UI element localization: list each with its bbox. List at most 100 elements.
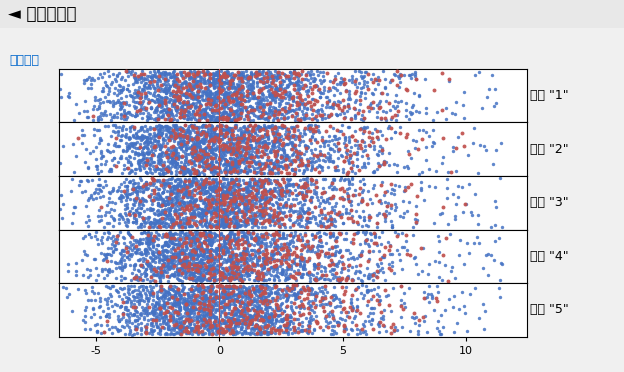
Point xyxy=(170,124,180,130)
Point xyxy=(265,196,275,202)
Point xyxy=(193,260,203,266)
Point xyxy=(347,303,357,309)
Point xyxy=(210,169,220,175)
Point xyxy=(136,124,146,130)
Point xyxy=(92,127,102,133)
Point xyxy=(307,246,317,252)
Point xyxy=(173,189,183,195)
Point xyxy=(224,289,234,295)
Point xyxy=(215,155,225,161)
Point xyxy=(232,198,241,204)
Point xyxy=(309,101,319,107)
Point xyxy=(189,233,199,239)
Point xyxy=(256,139,266,145)
Point xyxy=(180,106,190,112)
Point xyxy=(132,133,142,139)
Point xyxy=(359,115,369,121)
Point xyxy=(135,76,145,81)
Point xyxy=(202,130,212,136)
Point xyxy=(334,147,344,153)
Point xyxy=(215,231,225,237)
Point xyxy=(235,285,245,291)
Point xyxy=(306,159,316,165)
Point xyxy=(272,177,282,183)
Point xyxy=(249,277,259,283)
Point xyxy=(122,193,132,199)
Point xyxy=(253,182,263,187)
Point xyxy=(211,218,221,224)
Point xyxy=(131,207,141,213)
Point xyxy=(346,207,356,213)
Point xyxy=(121,212,131,218)
Point xyxy=(136,134,146,140)
Point xyxy=(175,198,185,204)
Point xyxy=(233,231,243,237)
Point xyxy=(163,319,173,325)
Point xyxy=(291,261,301,267)
Point xyxy=(205,270,215,276)
Point xyxy=(205,253,215,259)
Point xyxy=(195,263,205,269)
Point xyxy=(260,277,270,283)
Point xyxy=(239,157,249,163)
Point xyxy=(265,205,275,211)
Point xyxy=(199,240,209,246)
Point xyxy=(222,163,232,169)
Point xyxy=(290,294,300,299)
Point xyxy=(167,237,177,243)
Point xyxy=(94,103,104,109)
Point xyxy=(344,88,354,94)
Point xyxy=(124,211,134,217)
Point xyxy=(319,308,329,314)
Point xyxy=(233,90,243,96)
Point xyxy=(122,249,132,255)
Point xyxy=(144,73,154,79)
Point xyxy=(309,159,319,165)
Point xyxy=(94,127,104,133)
Point xyxy=(163,202,173,208)
Point xyxy=(209,256,219,262)
Point xyxy=(236,274,246,280)
Point xyxy=(183,220,193,226)
Point xyxy=(286,145,296,151)
Point xyxy=(160,70,170,76)
Point xyxy=(412,331,422,337)
Point xyxy=(326,251,336,257)
Point xyxy=(170,241,180,247)
Point xyxy=(248,286,258,292)
Point xyxy=(136,310,146,316)
Point xyxy=(193,90,203,96)
Point xyxy=(180,218,190,224)
Point xyxy=(192,320,202,326)
Point xyxy=(490,238,500,244)
Point xyxy=(215,160,225,166)
Point xyxy=(142,258,152,264)
Point xyxy=(409,255,419,261)
Point xyxy=(464,181,474,187)
Point xyxy=(174,169,184,175)
Point xyxy=(246,68,256,74)
Point xyxy=(251,209,261,215)
Point xyxy=(220,310,230,316)
Point xyxy=(169,208,179,214)
Point xyxy=(122,195,132,201)
Point xyxy=(275,324,285,330)
Point xyxy=(179,208,189,214)
Point xyxy=(233,165,243,171)
Point xyxy=(82,108,92,114)
Point xyxy=(250,129,260,135)
Point xyxy=(301,115,311,121)
Point xyxy=(84,231,94,237)
Point xyxy=(115,265,125,271)
Point xyxy=(130,113,140,119)
Point xyxy=(224,249,234,255)
Point xyxy=(246,185,256,190)
Point xyxy=(158,320,168,326)
Point xyxy=(139,165,149,171)
Point xyxy=(270,266,280,272)
Point xyxy=(165,264,175,270)
Point xyxy=(160,167,170,173)
Point xyxy=(114,293,124,299)
Point xyxy=(140,238,150,244)
Point xyxy=(230,232,240,238)
